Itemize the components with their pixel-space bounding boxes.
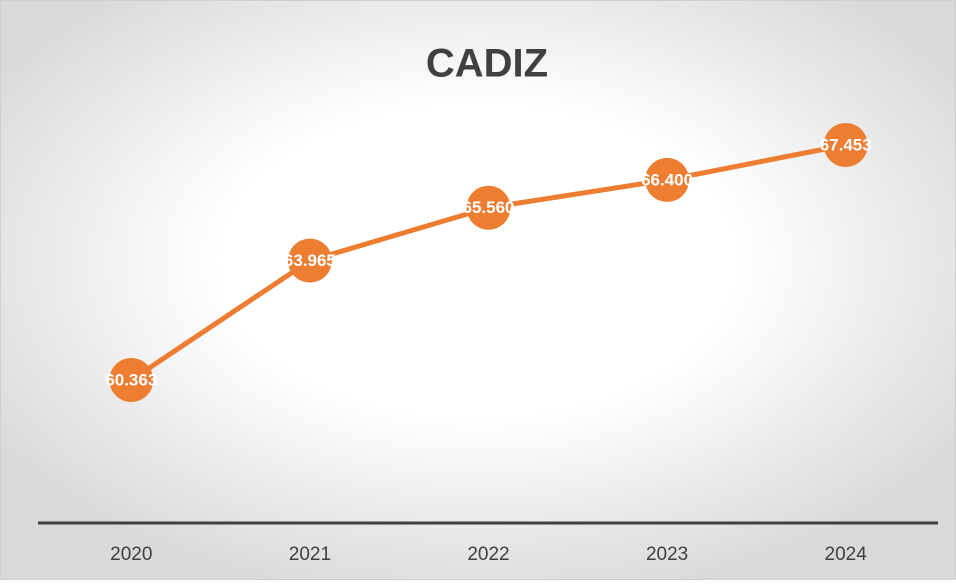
x-tick-label: 2021 xyxy=(289,544,331,565)
x-tick-label: 2024 xyxy=(825,544,868,565)
data-label: 67.453 xyxy=(820,135,872,154)
data-label: 66.400 xyxy=(641,170,693,189)
marker xyxy=(823,123,868,167)
data-label: 63.965 xyxy=(284,251,336,270)
x-tick-label: 2022 xyxy=(467,544,509,565)
x-tick-label: 2023 xyxy=(646,544,688,565)
chart-title: CADIZ xyxy=(426,42,548,86)
marker xyxy=(645,157,690,202)
x-tick-label: 2020 xyxy=(110,544,152,565)
data-label: 60.363 xyxy=(105,370,157,389)
marker xyxy=(287,238,332,283)
marker xyxy=(109,358,154,402)
marker xyxy=(466,185,511,230)
data-label: 65.560 xyxy=(463,198,515,217)
